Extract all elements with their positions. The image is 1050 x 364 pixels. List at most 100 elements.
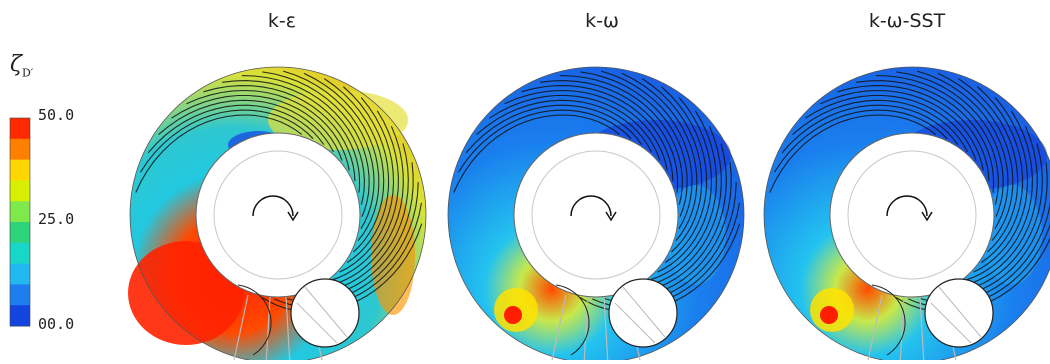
legend-color-step: [10, 284, 30, 306]
legend-color-step: [10, 222, 30, 244]
streamline: [158, 99, 334, 153]
streamline: [303, 72, 380, 242]
streamline: [805, 94, 977, 161]
panel-title-ke: k-ε: [267, 10, 297, 32]
streamline: [135, 114, 303, 193]
streamline: [917, 70, 1009, 230]
streamline: [774, 109, 948, 173]
streamline: [896, 71, 1004, 217]
rotor-hub: [513, 132, 679, 298]
streamline: [323, 78, 385, 253]
legend-tick-mid: 25.0: [38, 210, 75, 228]
inlet-edge: [237, 284, 272, 356]
legend-color-step: [10, 180, 30, 202]
streamline: [504, 89, 668, 171]
legend-color-step: [10, 201, 30, 223]
streamline: [147, 104, 325, 154]
streamline: [837, 85, 990, 182]
streamline: [964, 110, 1033, 281]
clockwise-arrow-icon: [886, 195, 928, 217]
streamline: [641, 78, 703, 253]
inlet-edge: [555, 284, 590, 356]
streamline: [476, 99, 652, 153]
streamline: [621, 72, 698, 242]
streamline: [792, 99, 968, 153]
streamline: [222, 80, 361, 193]
panel-ke: [128, 66, 427, 364]
high-value-region: [504, 306, 522, 324]
legend-frame: [9, 117, 31, 327]
streamline: [521, 85, 674, 182]
streamline: [171, 94, 343, 161]
arrow-head: [287, 211, 299, 222]
arrow-head: [605, 211, 617, 222]
streamline: [203, 85, 356, 182]
streamline: [954, 125, 1038, 288]
streamline: [781, 104, 959, 154]
streamline: [343, 86, 390, 263]
mid-value-region: [982, 185, 1042, 285]
secondary-cylinder: [608, 278, 678, 348]
streamline: [330, 110, 399, 281]
streamline: [661, 86, 708, 263]
rotor-hub: [195, 132, 361, 298]
legend-color-step: [10, 242, 30, 265]
panel-title-sst: k-ω-SST: [868, 10, 946, 32]
panel-kw: [447, 66, 745, 364]
cylinder-ribs: [614, 286, 666, 344]
clockwise-arrow-icon: [570, 195, 612, 217]
rotor-inner-ring: [531, 150, 661, 280]
legend-color-step: [10, 305, 30, 327]
streamline: [937, 72, 1014, 242]
clockwise-arrow-icon: [252, 195, 294, 217]
streamline: [458, 109, 632, 173]
legend-color-step: [10, 159, 30, 181]
streamline: [283, 70, 375, 230]
streamline: [638, 125, 722, 288]
streamline: [465, 104, 643, 154]
high-value-region: [820, 306, 838, 324]
streamline: [559, 75, 683, 205]
streamline: [186, 89, 350, 171]
cylinder-ribs: [296, 286, 348, 344]
streamline: [769, 114, 937, 193]
panel-title-kw: k-ω: [585, 10, 619, 32]
mid-value-region: [666, 185, 726, 285]
streamline: [648, 110, 717, 281]
streamline: [820, 89, 984, 171]
inlet-edge: [871, 284, 906, 356]
legend-subscript: D′: [21, 66, 34, 80]
streamline: [140, 109, 314, 173]
legend-tick-max: 50.0: [38, 106, 75, 124]
streamline: [601, 70, 693, 230]
streamline: [453, 114, 621, 193]
panel-sst: [763, 66, 1050, 364]
legend-tick-min: 00.0: [38, 315, 75, 333]
streamline: [957, 78, 1019, 253]
streamline: [241, 75, 365, 205]
streamline: [580, 71, 688, 217]
streamline: [977, 86, 1024, 263]
legend-colorbar: [9, 117, 31, 327]
secondary-cylinder: [290, 278, 360, 348]
rotor-inner-ring: [847, 150, 977, 280]
secondary-cylinder: [924, 278, 994, 348]
streamline: [875, 75, 999, 205]
legend-symbol-text: ζ: [10, 52, 22, 77]
streamline: [540, 80, 679, 193]
arrow-head: [921, 211, 933, 222]
streamline: [973, 97, 1029, 273]
streamline: [489, 94, 661, 161]
streamline: [856, 80, 995, 193]
legend-color-step: [10, 138, 30, 161]
streamline: [339, 97, 395, 273]
rotor-inner-ring: [213, 150, 343, 280]
legend-color-step: [10, 118, 30, 140]
rotor-hub: [829, 132, 995, 298]
streamline: [320, 125, 404, 288]
streamline: [262, 71, 370, 217]
cylinder-ribs: [930, 286, 982, 344]
legend-color-step: [10, 263, 30, 285]
